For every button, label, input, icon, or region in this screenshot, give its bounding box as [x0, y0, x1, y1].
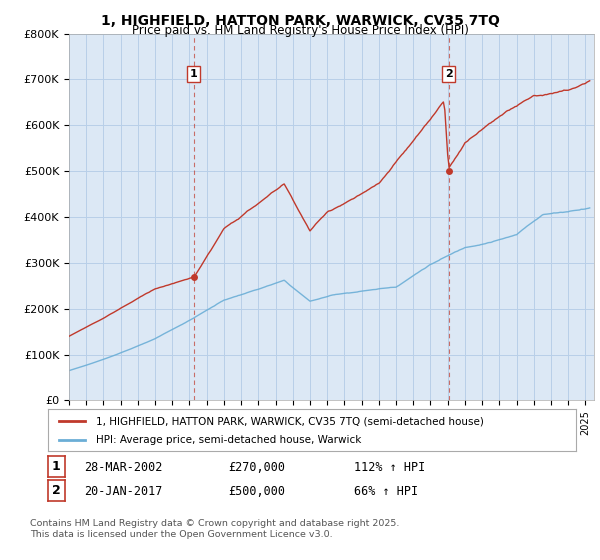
Text: 2: 2 [52, 484, 61, 497]
Text: 1: 1 [190, 69, 197, 79]
Text: £270,000: £270,000 [228, 461, 285, 474]
Text: Contains HM Land Registry data © Crown copyright and database right 2025.
This d: Contains HM Land Registry data © Crown c… [30, 520, 400, 539]
Text: Price paid vs. HM Land Registry's House Price Index (HPI): Price paid vs. HM Land Registry's House … [131, 24, 469, 36]
Text: 28-MAR-2002: 28-MAR-2002 [84, 461, 163, 474]
Text: £500,000: £500,000 [228, 485, 285, 498]
Text: 1, HIGHFIELD, HATTON PARK, WARWICK, CV35 7TQ (semi-detached house): 1, HIGHFIELD, HATTON PARK, WARWICK, CV35… [95, 417, 484, 426]
Text: 112% ↑ HPI: 112% ↑ HPI [354, 461, 425, 474]
Text: 1, HIGHFIELD, HATTON PARK, WARWICK, CV35 7TQ: 1, HIGHFIELD, HATTON PARK, WARWICK, CV35… [101, 14, 499, 28]
Text: 1: 1 [52, 460, 61, 473]
Text: HPI: Average price, semi-detached house, Warwick: HPI: Average price, semi-detached house,… [95, 435, 361, 445]
Text: 66% ↑ HPI: 66% ↑ HPI [354, 485, 418, 498]
Text: 2: 2 [445, 69, 452, 79]
Text: 20-JAN-2017: 20-JAN-2017 [84, 485, 163, 498]
